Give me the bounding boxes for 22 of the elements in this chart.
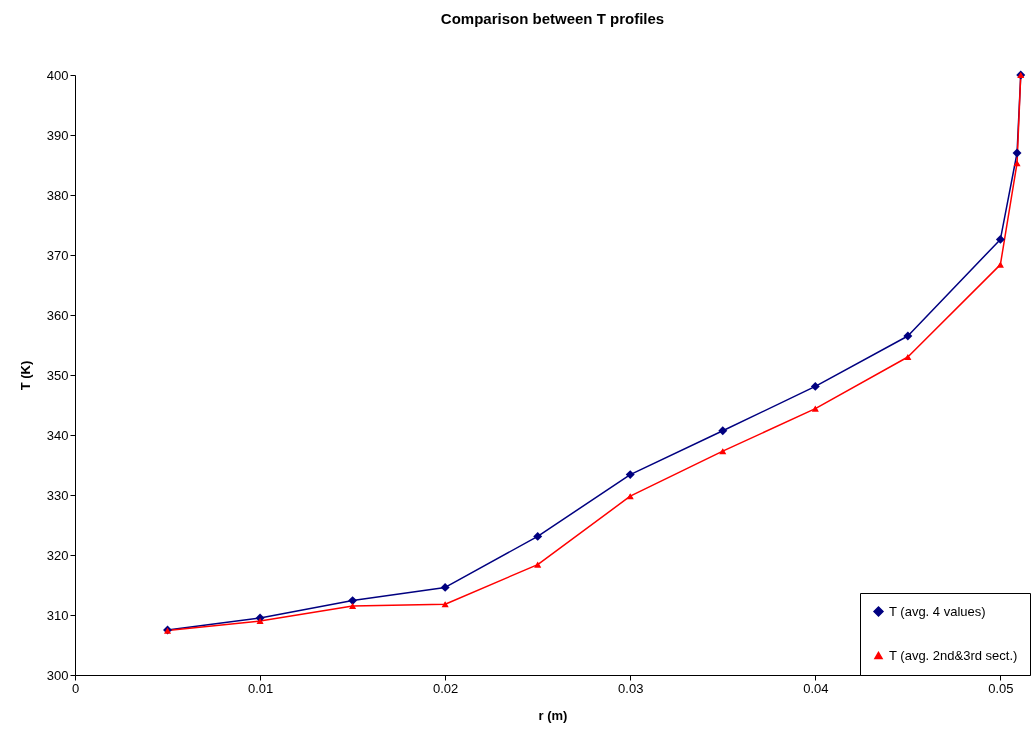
x-tick-label: 0 — [71, 680, 80, 696]
y-tick-label: 320 — [46, 547, 69, 563]
y-tick-label: 370 — [46, 247, 69, 263]
y-tick-label: 390 — [46, 127, 69, 143]
legend-label: T (avg. 4 values) — [889, 603, 986, 619]
x-tick-label: 0.04 — [803, 680, 829, 696]
y-tick-label: 300 — [46, 667, 69, 683]
y-axis-title: T (K) — [17, 360, 33, 391]
y-tick-label: 400 — [46, 67, 69, 83]
y-tick-label: 350 — [46, 367, 69, 383]
y-tick-label: 380 — [46, 187, 69, 203]
legend-label: T (avg. 2nd&3rd sect.) — [889, 647, 1018, 663]
x-axis-title: r (m) — [538, 707, 568, 723]
y-tick-label: 340 — [46, 427, 69, 443]
x-tick-label: 0.05 — [988, 680, 1014, 696]
chart-title: Comparison between T profiles — [440, 10, 665, 27]
x-tick-label: 0.02 — [433, 680, 459, 696]
y-tick-label: 360 — [46, 307, 69, 323]
x-tick-label: 0.01 — [247, 680, 274, 696]
x-tick-label: 0.03 — [618, 680, 644, 696]
y-tick-label: 330 — [46, 487, 69, 503]
y-tick-label: 310 — [46, 607, 69, 623]
